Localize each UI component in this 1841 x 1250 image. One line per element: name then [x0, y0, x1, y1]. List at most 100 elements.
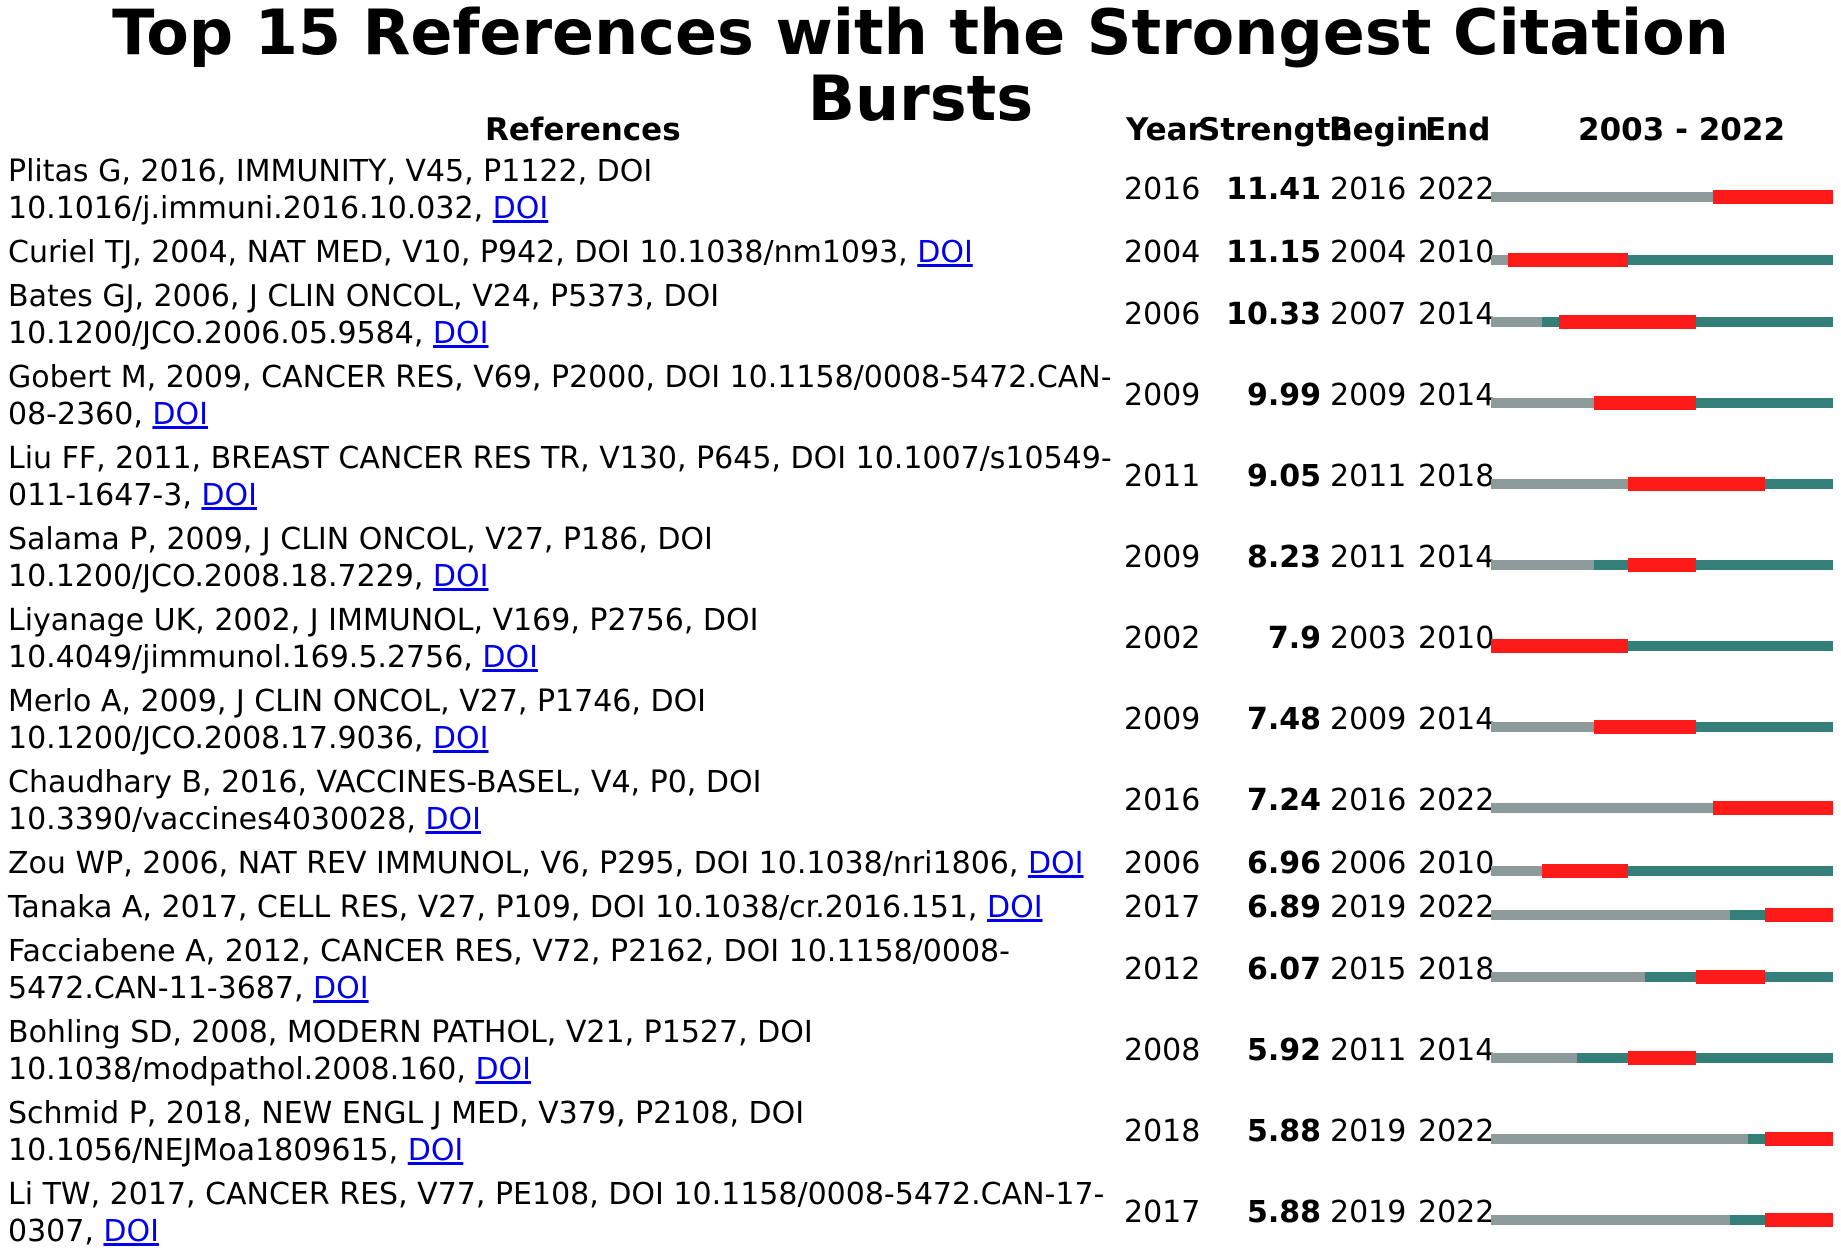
burst-begin-year: 2007: [1330, 297, 1407, 332]
pre-publication-segment: [1491, 479, 1628, 489]
doi-link[interactable]: DOI: [475, 1052, 531, 1087]
pre-publication-segment: [1491, 1134, 1748, 1144]
doi-link[interactable]: DOI: [492, 191, 549, 226]
doi-link[interactable]: DOI: [432, 316, 489, 351]
burst-strength: 5.88: [1246, 1195, 1321, 1230]
pre-publication-segment: [1491, 560, 1594, 570]
reference-text: Merlo A, 2009, J CLIN ONCOL, V27, P1746,…: [8, 683, 1118, 757]
table-row: Curiel TJ, 2004, NAT MED, V10, P942, DOI…: [0, 234, 1841, 271]
burst-timeline-bar: [1491, 252, 1833, 267]
reference-citation: Salama P, 2009, J CLIN ONCOL, V27, P186,…: [8, 522, 713, 594]
reference-citation: Schmid P, 2018, NEW ENGL J MED, V379, P2…: [8, 1096, 805, 1168]
burst-period-segment: [1491, 639, 1628, 653]
table-row: Schmid P, 2018, NEW ENGL J MED, V379, P2…: [0, 1095, 1841, 1169]
burst-period-segment: [1627, 477, 1765, 491]
burst-end-year: 2022: [1418, 1195, 1495, 1230]
burst-timeline-bar: [1491, 907, 1833, 922]
burst-end-year: 2014: [1418, 540, 1495, 575]
burst-timeline-bar: [1491, 558, 1833, 572]
publication-year: 2017: [1124, 1195, 1201, 1230]
table-row: Facciabene A, 2012, CANCER RES, V72, P21…: [0, 933, 1841, 1007]
doi-link[interactable]: DOI: [313, 971, 369, 1006]
reference-text: Tanaka A, 2017, CELL RES, V27, P109, DOI…: [8, 889, 1118, 926]
reference-text: Liyanage UK, 2002, J IMMUNOL, V169, P275…: [8, 602, 1118, 676]
reference-citation: Bohling SD, 2008, MODERN PATHOL, V21, P1…: [8, 1015, 813, 1087]
burst-strength: 7.24: [1246, 783, 1321, 818]
burst-timeline-bar: [1491, 1051, 1833, 1065]
table-row: Bates GJ, 2006, J CLIN ONCOL, V24, P5373…: [0, 278, 1841, 352]
burst-period-segment: [1764, 1213, 1833, 1227]
reference-text: Bohling SD, 2008, MODERN PATHOL, V21, P1…: [8, 1014, 1118, 1088]
burst-period-segment: [1764, 1132, 1833, 1146]
doi-link[interactable]: DOI: [407, 1133, 464, 1168]
burst-end-year: 2018: [1418, 459, 1495, 494]
header-timeline-range: 2003 - 2022: [1578, 112, 1786, 148]
reference-citation: Plitas G, 2016, IMMUNITY, V45, P1122, DO…: [8, 154, 653, 226]
reference-citation: Gobert M, 2009, CANCER RES, V69, P2000, …: [8, 360, 1112, 432]
burst-begin-year: 2019: [1330, 1114, 1407, 1149]
burst-timeline-bar: [1491, 477, 1833, 491]
doi-link[interactable]: DOI: [1027, 846, 1084, 881]
pre-publication-segment: [1491, 865, 1543, 876]
burst-strength: 10.33: [1226, 297, 1321, 332]
doi-link[interactable]: DOI: [432, 559, 489, 594]
burst-timeline-bar: [1491, 1213, 1833, 1227]
reference-text: Gobert M, 2009, CANCER RES, V69, P2000, …: [8, 359, 1118, 433]
burst-timeline-bar: [1491, 190, 1833, 204]
doi-link[interactable]: DOI: [425, 802, 481, 837]
doi-link[interactable]: DOI: [103, 1214, 159, 1249]
burst-strength: 6.89: [1246, 889, 1321, 925]
burst-end-year: 2010: [1418, 234, 1495, 270]
post-publication-segment: [1593, 398, 1833, 408]
publication-year: 2009: [1124, 702, 1201, 737]
reference-citation: Bates GJ, 2006, J CLIN ONCOL, V24, P5373…: [8, 279, 720, 351]
burst-begin-year: 2016: [1330, 783, 1407, 818]
table-row: Zou WP, 2006, NAT REV IMMUNOL, V6, P295,…: [0, 845, 1841, 882]
burst-begin-year: 2009: [1330, 378, 1407, 413]
publication-year: 2006: [1124, 845, 1201, 881]
table-row: Liyanage UK, 2002, J IMMUNOL, V169, P275…: [0, 602, 1841, 676]
table-row: Salama P, 2009, J CLIN ONCOL, V27, P186,…: [0, 521, 1841, 595]
doi-link[interactable]: DOI: [917, 235, 973, 270]
doi-link[interactable]: DOI: [152, 397, 208, 432]
burst-timeline-bar: [1491, 315, 1833, 329]
doi-link[interactable]: DOI: [432, 721, 489, 756]
burst-strength: 7.9: [1267, 621, 1321, 656]
burst-timeline-bar: [1491, 801, 1833, 815]
pre-publication-segment: [1491, 1215, 1731, 1225]
header-references: References: [485, 112, 681, 148]
pre-publication-segment: [1491, 909, 1731, 920]
burst-end-year: 2014: [1418, 297, 1495, 332]
burst-end-year: 2022: [1418, 783, 1495, 818]
burst-begin-year: 2003: [1330, 621, 1407, 656]
burst-begin-year: 2011: [1330, 1033, 1407, 1068]
burst-period-segment: [1593, 720, 1697, 734]
reference-text: Facciabene A, 2012, CANCER RES, V72, P21…: [8, 933, 1118, 1007]
post-publication-segment: [1491, 641, 1833, 651]
burst-timeline-bar: [1491, 396, 1833, 410]
doi-link[interactable]: DOI: [986, 890, 1043, 925]
header-begin: Begin: [1329, 112, 1429, 148]
table-row: Chaudhary B, 2016, VACCINES-BASEL, V4, P…: [0, 764, 1841, 838]
reference-text: Bates GJ, 2006, J CLIN ONCOL, V24, P5373…: [8, 278, 1118, 352]
publication-year: 2009: [1124, 378, 1201, 413]
reference-citation: Chaudhary B, 2016, VACCINES-BASEL, V4, P…: [8, 765, 762, 837]
publication-year: 2011: [1124, 459, 1201, 494]
burst-period-segment: [1764, 907, 1833, 922]
burst-period-segment: [1593, 396, 1697, 410]
post-publication-segment: [1508, 254, 1833, 265]
post-publication-segment: [1542, 865, 1833, 876]
doi-link[interactable]: DOI: [201, 478, 257, 513]
burst-strength: 6.96: [1246, 845, 1321, 881]
burst-begin-year: 2004: [1330, 234, 1407, 270]
burst-strength: 11.41: [1226, 172, 1321, 207]
burst-period-segment: [1627, 1051, 1697, 1065]
post-publication-segment: [1593, 560, 1833, 570]
header-strength: Strength: [1198, 112, 1353, 148]
doi-link[interactable]: DOI: [482, 640, 538, 675]
burst-timeline-bar: [1491, 863, 1833, 878]
table-row: Tanaka A, 2017, CELL RES, V27, P109, DOI…: [0, 889, 1841, 926]
reference-citation: Li TW, 2017, CANCER RES, V77, PE108, DOI…: [8, 1177, 1105, 1249]
table-row: Merlo A, 2009, J CLIN ONCOL, V27, P1746,…: [0, 683, 1841, 757]
publication-year: 2016: [1124, 783, 1201, 818]
